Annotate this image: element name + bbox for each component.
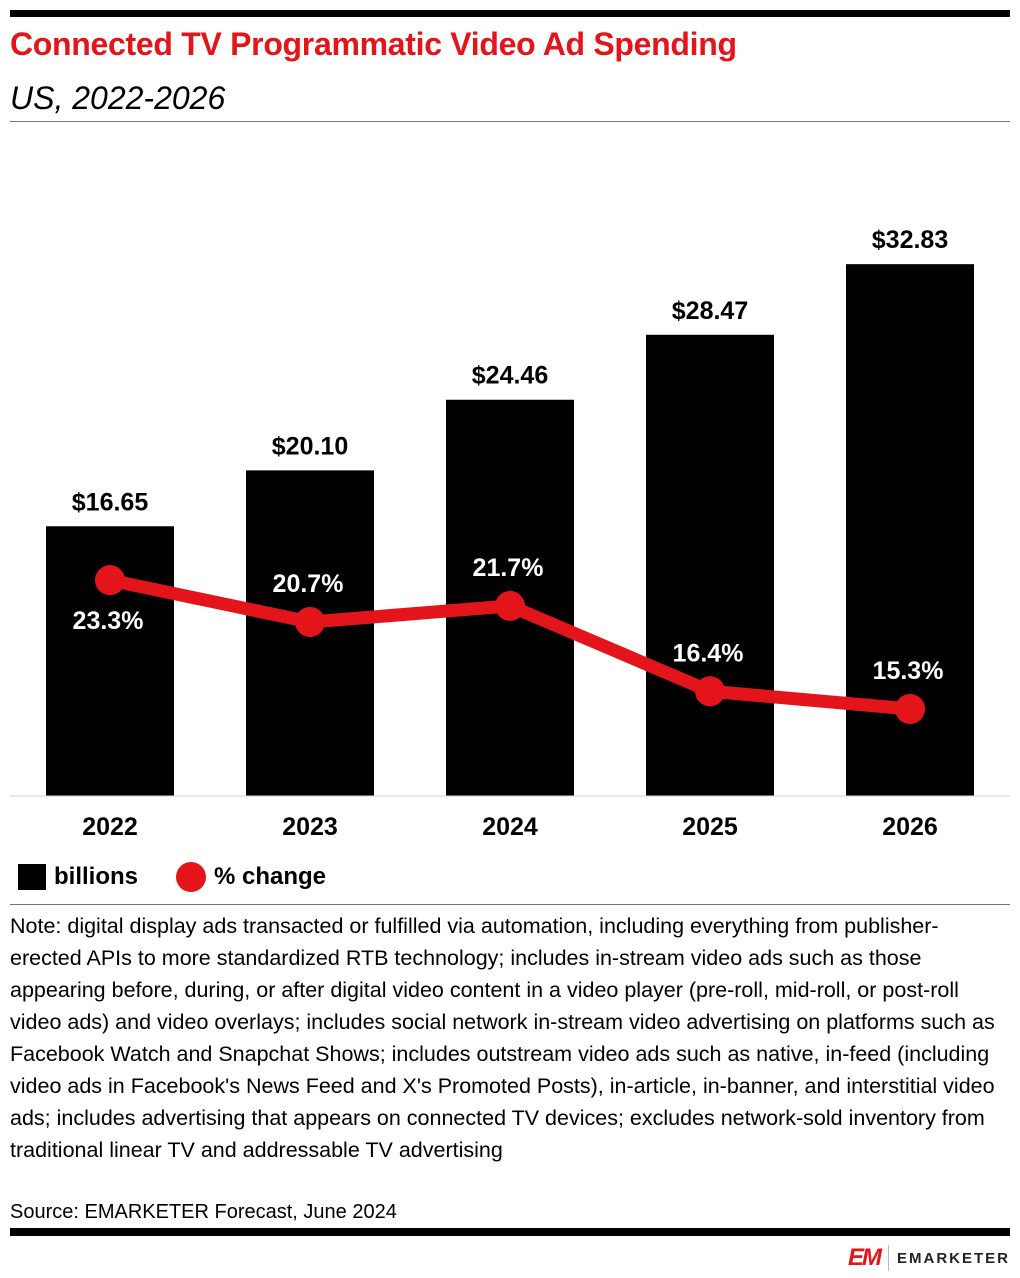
bar-value-label: $28.47 [672,297,748,325]
legend: billions % change [18,862,326,892]
logo-text: EMARKETER [897,1249,1011,1267]
percent-change-point [895,693,925,724]
x-tick-label: 2022 [82,813,138,841]
bar-value-label: $16.65 [72,488,149,516]
legend-bars-label: billions [54,863,138,890]
bar-value-label: $24.46 [472,362,548,390]
percent-change-point [495,590,525,621]
logo-mark: EM [848,1244,882,1271]
percent-change-point [695,676,725,707]
percent-change-label: 20.7% [273,570,344,598]
chart-area: $16.65 2022 $20.10 2023 $24.46 2024 $28.47 2025… [10,226,1010,841]
bottom-rule [10,1228,1010,1236]
logo-divider [888,1245,889,1271]
percent-change-label: 23.3% [73,607,144,635]
x-tick-label: 2025 [682,813,738,841]
header-divider [10,121,1010,122]
x-tick-label: 2026 [882,813,938,841]
legend-divider [10,904,1010,905]
bar-value-label: $20.10 [272,432,348,460]
top-rule [10,10,1010,17]
percent-change-label: 16.4% [673,639,744,667]
percent-change-label: 15.3% [873,657,944,685]
percent-change-point [295,607,325,638]
bar-value-label: $32.83 [872,226,948,254]
percent-change-label: 21.7% [473,554,544,582]
percent-change-point [95,565,125,596]
legend-line-swatch [176,862,206,892]
bar-2025 [646,334,774,796]
x-tick-label: 2024 [482,813,538,841]
legend-bar-swatch [18,864,46,890]
x-tick-label: 2023 [282,813,338,841]
legend-line-label: % change [214,863,327,890]
chart-subtitle: US, 2022-2026 [10,80,226,116]
chart-title: Connected TV Programmatic Video Ad Spend… [10,26,737,62]
chart-source: Source: EMARKETER Forecast, June 2024 [10,1201,397,1223]
emarketer-logo: EM EMARKETER [848,1244,1010,1272]
chart-note: Note: digital display ads transacted or … [10,914,995,1162]
